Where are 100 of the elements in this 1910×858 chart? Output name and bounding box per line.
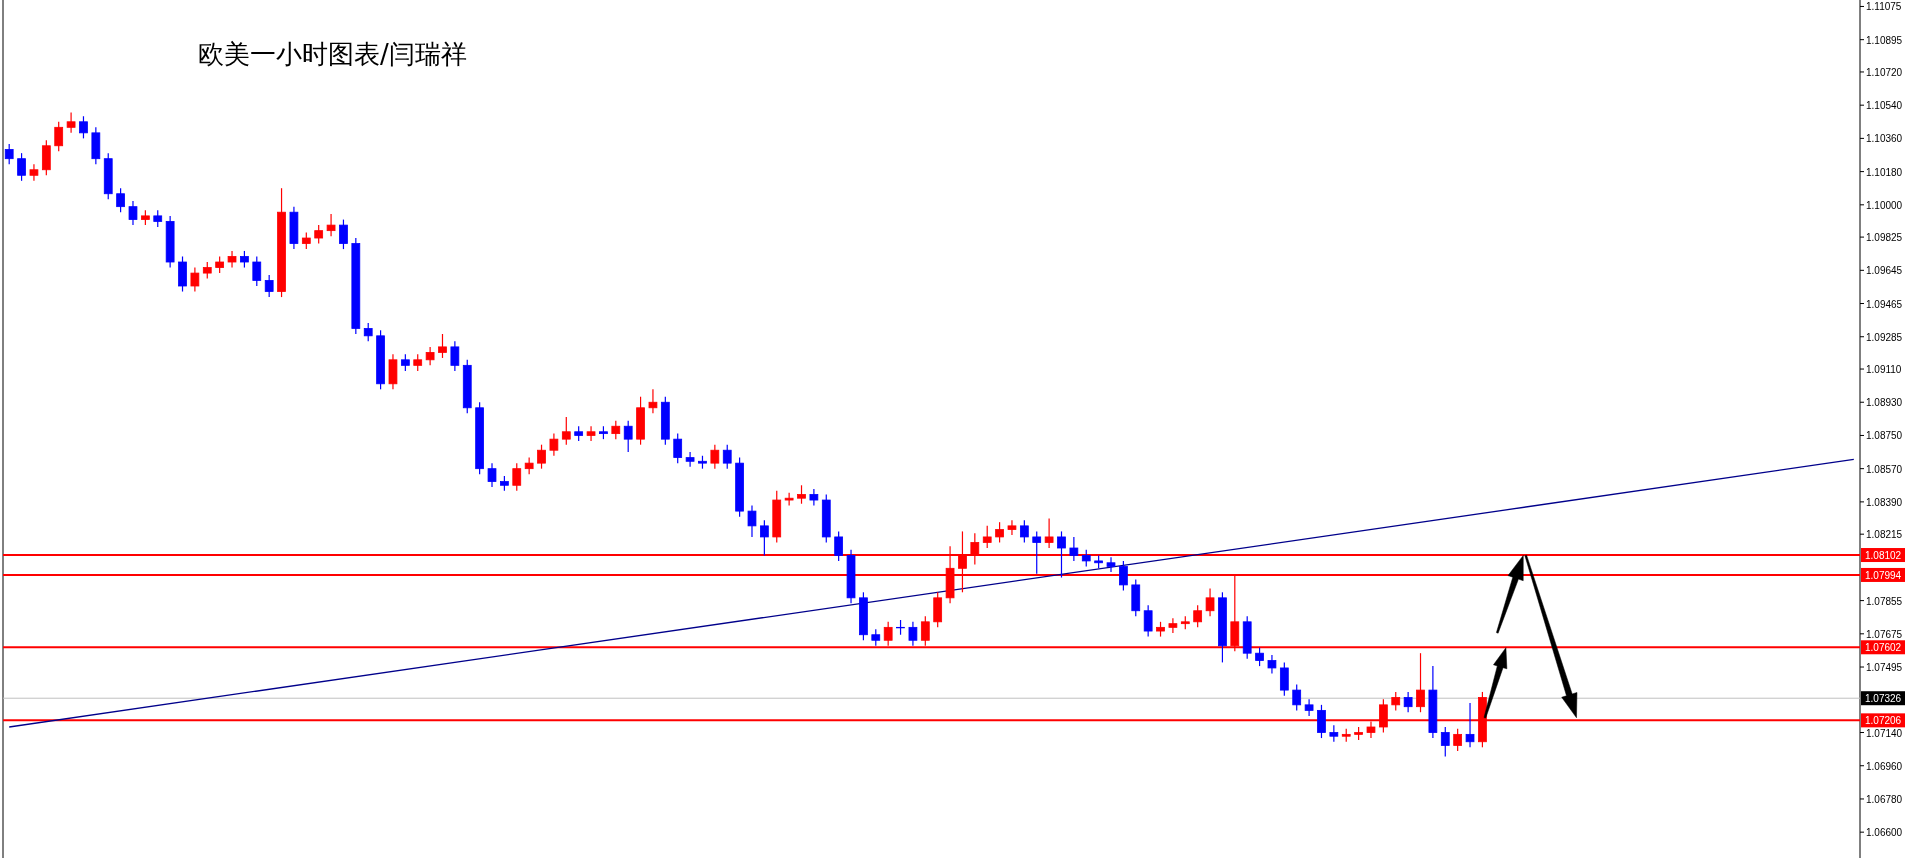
y-tick-label: 1.06780: [1866, 793, 1903, 805]
candlestick: [388, 353, 398, 390]
candlestick: [190, 266, 200, 293]
y-tick-label: 1.09285: [1866, 331, 1903, 343]
candlestick: [747, 504, 757, 538]
candlestick: [1279, 661, 1289, 697]
y-tick-label: 1.10720: [1866, 66, 1903, 78]
y-tick-label: 1.07495: [1866, 662, 1903, 674]
candlestick: [1168, 617, 1178, 634]
candlestick: [611, 420, 621, 440]
y-tick-label: 1.08390: [1866, 496, 1903, 508]
y-tick-label: 1.10360: [1866, 133, 1903, 145]
candlestick: [4, 143, 14, 165]
y-tick-label: 1.11075: [1866, 1, 1902, 13]
candlestick: [54, 121, 64, 152]
candlestick: [1391, 691, 1401, 711]
candlestick: [227, 250, 237, 269]
candlestick: [1193, 604, 1203, 628]
candlestick: [425, 346, 435, 366]
candlestick: [1440, 726, 1450, 758]
candlestick: [487, 462, 497, 488]
candlestick: [17, 152, 26, 182]
candlestick: [438, 333, 447, 359]
candlestick: [1069, 536, 1079, 562]
y-tick-label: 1.07675: [1866, 628, 1903, 640]
candlestick: [1292, 683, 1302, 711]
candlestick: [41, 139, 51, 176]
candlestick: [264, 274, 274, 298]
candlestick: [1106, 556, 1116, 573]
candlestick: [760, 519, 769, 556]
candlestick: [673, 433, 683, 464]
candlestick: [537, 444, 546, 470]
candlestick: [128, 200, 138, 226]
candlestick: [79, 115, 88, 139]
candlestick: [1403, 691, 1413, 713]
candlestick: [66, 111, 76, 134]
candlestick: [648, 388, 658, 414]
candlestick: [252, 255, 262, 287]
candlestick: [363, 322, 373, 342]
candlestick: [1416, 652, 1425, 713]
y-tick-label: 1.08750: [1866, 430, 1903, 442]
candlestick: [1032, 530, 1042, 575]
candlestick: [450, 340, 460, 372]
ref-line-label: 1.08102: [1865, 550, 1902, 562]
candlestick: [561, 416, 571, 446]
candlestick: [1329, 724, 1339, 743]
candlestick: [1255, 647, 1264, 667]
candlestick: [1057, 530, 1066, 579]
candlestick: [1304, 698, 1314, 717]
candlestick: [549, 433, 559, 457]
y-tick-label: 1.10000: [1866, 199, 1903, 211]
candlestick: [314, 224, 324, 245]
candlestick: [933, 591, 943, 628]
candlestick: [797, 484, 806, 505]
y-tick-label: 1.09110: [1866, 364, 1902, 376]
text: 欧美一小时图表/闫瑞祥: [198, 39, 467, 69]
candlestick: [1044, 517, 1054, 549]
ref-line-label: 1.07326: [1865, 693, 1902, 705]
candlestick: [326, 213, 336, 237]
candlestick: [29, 163, 39, 182]
candlestick: [1007, 519, 1017, 536]
candlestick: [908, 621, 918, 647]
y-tick-label: 1.06600: [1866, 827, 1903, 839]
candlestick: [1267, 654, 1277, 675]
candlestick: [784, 492, 794, 507]
candlestick: [178, 255, 187, 293]
candlestick: [834, 530, 844, 562]
y-tick-label: 1.10895: [1866, 34, 1903, 46]
y-tick-label: 1.08930: [1866, 397, 1903, 409]
candlestick: [809, 488, 819, 507]
candlestick: [116, 187, 125, 213]
y-tick-label: 1.10540: [1866, 100, 1903, 112]
candlestick: [1453, 728, 1463, 752]
candlestick: [1143, 604, 1153, 638]
candlestick: [982, 525, 992, 549]
y-tick-label: 1.09645: [1866, 265, 1903, 277]
candlestick: [710, 444, 720, 470]
ref-line-label: 1.07602: [1865, 642, 1902, 654]
y-tick-label: 1.09465: [1866, 298, 1903, 310]
candlestick: [1119, 560, 1128, 592]
candlestick: [512, 462, 522, 492]
candlestick: [1465, 702, 1475, 748]
candlestick: [1317, 704, 1326, 739]
candlestick: [722, 444, 732, 470]
y-tick-label: 1.08215: [1866, 529, 1903, 541]
y-tick-label: 1.07855: [1866, 595, 1903, 607]
candlestick: [995, 521, 1004, 544]
candlestick: [586, 425, 596, 442]
candlestick: [1205, 588, 1215, 617]
ref-line-label: 1.07206: [1865, 715, 1902, 727]
candlestick: [623, 420, 633, 453]
ref-line-label: 1.07994: [1865, 569, 1902, 581]
y-tick-label: 1.08570: [1866, 463, 1903, 475]
candlestick: [685, 451, 695, 468]
candlestick: [339, 218, 348, 250]
y-tick-label: 1.06960: [1866, 760, 1903, 772]
candlestick: [1019, 519, 1029, 544]
y-tick-label: 1.07140: [1866, 727, 1903, 739]
y-tick-label: 1.10180: [1866, 166, 1903, 178]
y-tick-label: 1.09825: [1866, 232, 1903, 244]
